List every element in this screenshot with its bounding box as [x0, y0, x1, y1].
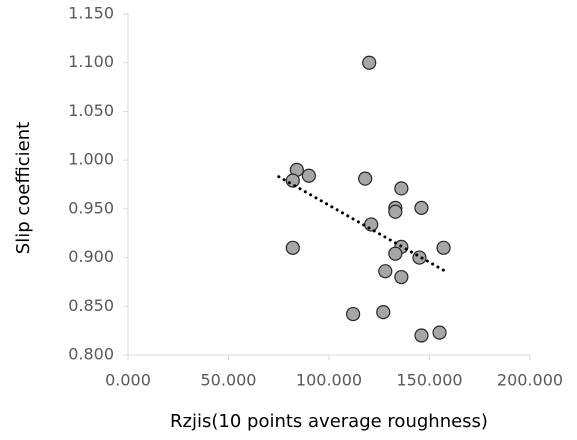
- y-tick-label: 1.050: [68, 101, 114, 120]
- y-tick-label: 0.800: [68, 345, 114, 364]
- point: [346, 306, 361, 322]
- point: [432, 325, 447, 340]
- point: [412, 250, 427, 265]
- point: [414, 200, 429, 215]
- point: [394, 181, 409, 196]
- y-axis-title: Slip coefficient: [13, 122, 34, 254]
- y-tick-label: 0.850: [68, 296, 114, 315]
- point: [376, 305, 391, 320]
- point: [414, 328, 429, 343]
- x-tick-label: 50.000: [201, 371, 257, 390]
- trendline: [277, 175, 446, 272]
- point: [436, 240, 451, 255]
- point: [362, 55, 377, 70]
- point: [285, 173, 300, 188]
- point: [285, 240, 300, 255]
- y-tick-label: 0.900: [68, 247, 114, 266]
- x-tick-label: 200.000: [497, 371, 563, 390]
- point: [378, 264, 393, 279]
- point: [388, 246, 403, 261]
- point: [358, 171, 373, 186]
- y-tick-label: 0.950: [68, 198, 114, 217]
- x-axis-title: Rzjis(10 points average roughness): [170, 411, 488, 432]
- point: [301, 168, 316, 183]
- x-tick-label: 100.000: [296, 371, 362, 390]
- x-tick-label: 150.000: [396, 371, 462, 390]
- point: [364, 217, 379, 232]
- y-tick-label: 1.000: [68, 150, 114, 169]
- point: [394, 269, 409, 285]
- y-tick-label: 1.100: [68, 52, 114, 71]
- y-tick-label: 1.150: [68, 4, 114, 23]
- point: [388, 204, 403, 219]
- x-tick-label: 0.000: [105, 371, 151, 390]
